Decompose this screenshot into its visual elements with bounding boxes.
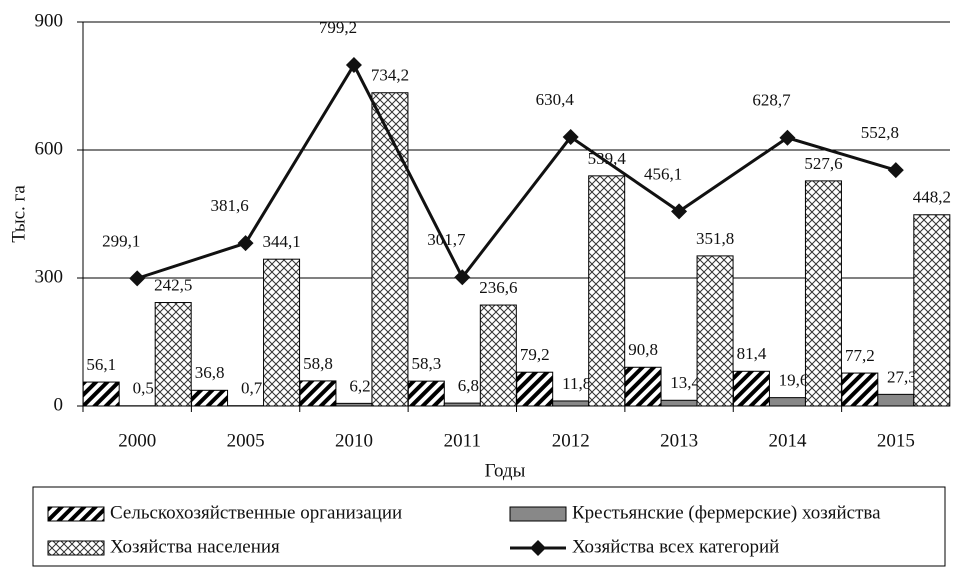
marker: [779, 129, 796, 146]
value-label: 19,6: [779, 371, 809, 390]
value-label: 27,3: [887, 367, 917, 386]
legend-swatch: [47, 540, 105, 556]
x-tick-label: 2010: [335, 430, 373, 451]
value-label: 90,8: [628, 340, 658, 359]
value-label: 799,2: [319, 18, 357, 37]
bar: [516, 371, 554, 407]
y-axis-title: Тыс. га: [8, 185, 29, 243]
bar: [913, 214, 951, 407]
value-label: 456,1: [644, 164, 682, 183]
value-label: 301,7: [427, 230, 466, 249]
bar: [335, 402, 373, 407]
legend-label: Крестьянские (фермерские) хозяйства: [572, 502, 881, 523]
value-label: 36,8: [195, 363, 225, 382]
line: [136, 61, 897, 281]
marker: [671, 203, 688, 220]
value-label: 6,8: [458, 376, 479, 395]
value-label: 13,4: [670, 373, 700, 392]
value-label: 58,8: [303, 354, 333, 373]
legend-swatch: [509, 506, 567, 522]
marker: [129, 270, 146, 287]
bar: [804, 180, 842, 407]
x-tick-label: 2012: [552, 430, 590, 451]
marker: [345, 57, 362, 74]
legend-label: Сельскохозяйственные организации: [110, 502, 402, 523]
value-label: 344,1: [262, 232, 300, 251]
bar: [588, 175, 626, 407]
bar: [191, 389, 229, 407]
marker: [887, 162, 904, 179]
x-tick-label: 2014: [768, 430, 807, 451]
bar: [552, 400, 590, 407]
value-label: 77,2: [845, 346, 875, 365]
legend-swatch: [47, 506, 105, 522]
legend-swatch: [530, 540, 546, 556]
bar: [82, 381, 120, 407]
value-label: 11,8: [562, 374, 591, 393]
marker: [562, 129, 579, 146]
bar: [660, 399, 698, 407]
legend-box: [32, 486, 946, 567]
value-label: 552,8: [861, 123, 899, 142]
value-label: 630,4: [536, 90, 575, 109]
bar: [877, 393, 915, 407]
value-label: 6,2: [349, 376, 370, 395]
marker: [237, 235, 254, 252]
x-tick-label: 2011: [444, 430, 481, 451]
value-label: 242,5: [154, 275, 192, 294]
bar: [841, 372, 879, 407]
legend-label: Хозяйства всех категорий: [572, 536, 779, 557]
value-label: 448,2: [913, 188, 951, 207]
value-label: 56,1: [86, 355, 116, 374]
x-axis-title: Годы: [485, 460, 526, 481]
value-label: 81,4: [737, 344, 767, 363]
bar: [407, 380, 445, 407]
bar: [696, 255, 734, 407]
value-label: 79,2: [520, 345, 550, 364]
x-tick-label: 2013: [660, 430, 698, 451]
x-tick-label: 2000: [118, 430, 156, 451]
value-label: 0,5: [133, 379, 154, 398]
bar: [263, 258, 301, 407]
bar: [732, 370, 770, 407]
legend-label: Хозяйства населения: [110, 536, 280, 557]
bar: [371, 92, 409, 407]
bar: [299, 380, 337, 407]
bar: [479, 304, 517, 407]
value-label: 351,8: [696, 229, 734, 248]
bar: [443, 402, 481, 407]
bar: [154, 302, 192, 407]
y-tick-label: 900: [35, 10, 64, 31]
x-tick-label: 2005: [227, 430, 265, 451]
value-label: 0,7: [241, 379, 263, 398]
value-label: 628,7: [752, 91, 791, 110]
y-tick-label: 0: [54, 394, 64, 415]
value-label: 236,6: [479, 278, 517, 297]
bar: [768, 397, 806, 407]
marker: [454, 269, 471, 286]
value-label: 527,6: [804, 154, 842, 173]
x-tick-label: 2015: [877, 430, 915, 451]
value-label: 299,1: [102, 231, 140, 250]
value-label: 381,6: [210, 196, 248, 215]
y-tick-label: 600: [35, 138, 64, 159]
bar: [624, 366, 662, 407]
value-label: 58,3: [411, 354, 441, 373]
value-label: 734,2: [371, 66, 409, 85]
y-tick-label: 300: [35, 266, 64, 287]
